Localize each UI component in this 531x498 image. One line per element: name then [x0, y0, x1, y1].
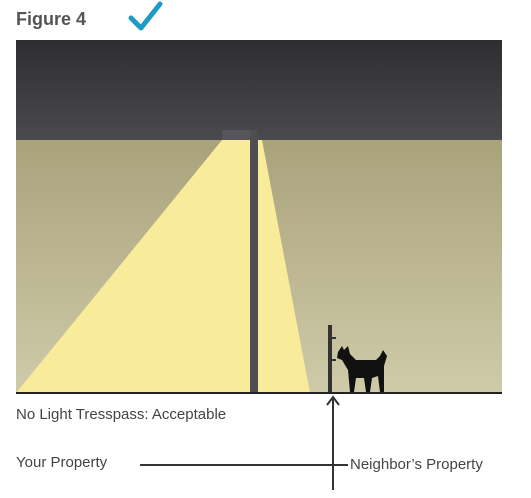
fence-post — [328, 325, 332, 393]
your-property-label: Your Property — [16, 454, 108, 471]
lamp-pole — [250, 130, 258, 393]
figure: Figure 4 No Light Tresspass: Acceptable … — [0, 0, 531, 498]
night-sky — [16, 40, 502, 140]
check-icon — [131, 4, 160, 28]
neighbor-property-label: Neighbor’s Property — [350, 456, 483, 473]
caption: No Light Tresspass: Acceptable — [16, 406, 226, 423]
figure-title: Figure 4 — [16, 9, 86, 29]
